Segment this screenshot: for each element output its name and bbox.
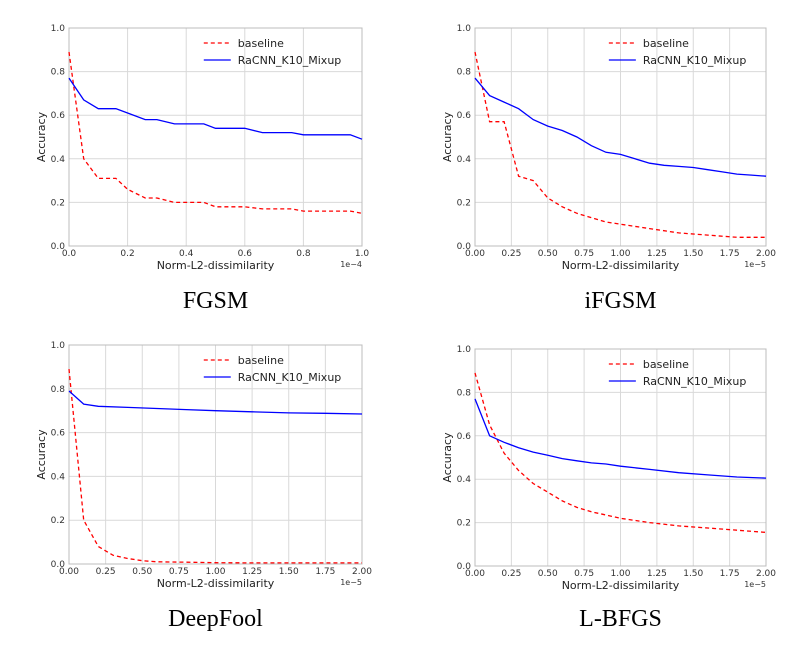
y-tick-label: 0.4 — [457, 475, 472, 485]
panel-caption: iFGSM — [584, 288, 656, 314]
y-tick-label: 0.6 — [457, 432, 472, 442]
y-tick-label: 0.8 — [457, 388, 472, 398]
x-tick-label: 0.25 — [501, 569, 521, 579]
x-tick-label: 0.8 — [296, 249, 311, 259]
y-tick-label: 0.4 — [51, 472, 66, 482]
series-line-baseline — [474, 372, 767, 534]
legend-label: baseline — [238, 37, 284, 50]
series-line-racnn-k10-mixup — [474, 77, 767, 177]
y-tick-label: 0.8 — [457, 68, 472, 78]
x-tick-label: 1.50 — [683, 569, 703, 579]
y-tick-label: 0.0 — [51, 560, 66, 570]
x-scale-factor: 1e−5 — [744, 260, 766, 269]
y-tick-label: 0.2 — [51, 198, 65, 208]
x-tick-label: 0.00 — [465, 249, 485, 259]
y-tick-label: 1.0 — [457, 345, 472, 355]
series-line-racnn-k10-mixup — [68, 390, 363, 415]
panel-caption: DeepFool — [168, 606, 263, 632]
x-tick-label: 0.00 — [465, 569, 485, 579]
x-tick-label: 0.50 — [538, 249, 558, 259]
y-axis-label: Accuracy — [441, 111, 454, 162]
x-tick-label: 0.4 — [179, 249, 194, 259]
y-axis-label: Accuracy — [441, 432, 454, 483]
y-tick-label: 0.2 — [457, 198, 471, 208]
x-tick-label: 1.75 — [720, 249, 740, 259]
x-tick-label: 1.50 — [683, 249, 703, 259]
y-tick-label: 0.2 — [457, 519, 471, 529]
y-tick-label: 0.0 — [51, 242, 66, 252]
y-tick-label: 1.0 — [51, 24, 66, 34]
x-tick-label: 1.00 — [205, 567, 225, 577]
legend-label: RaCNN_K10_Mixup — [643, 375, 747, 388]
y-tick-label: 0.8 — [51, 68, 66, 78]
series-line-baseline — [68, 51, 363, 214]
x-tick-label: 2.00 — [756, 569, 776, 579]
x-axis-label: Norm-L2-dissimilarity — [157, 577, 275, 590]
y-tick-label: 0.0 — [457, 562, 472, 572]
y-axis-label: Accuracy — [35, 429, 48, 480]
x-axis-label: Norm-L2-dissimilarity — [562, 579, 680, 592]
y-tick-label: 0.6 — [51, 111, 66, 121]
legend-label: baseline — [238, 354, 284, 367]
x-axis-label: Norm-L2-dissimilarity — [562, 259, 680, 272]
x-tick-label: 0.25 — [501, 249, 521, 259]
chart-panel-3: 0.00 0.25 0.50 0.75 1.00 1.25 1.50 1.75 2.00 0.0 0… — [441, 345, 776, 632]
y-tick-label: 0.4 — [51, 155, 66, 165]
x-tick-label: 0.0 — [62, 249, 77, 259]
series-line-racnn-k10-mixup — [474, 398, 767, 479]
x-scale-factor: 1e−4 — [340, 260, 362, 269]
x-tick-label: 1.25 — [647, 249, 667, 259]
x-tick-label: 0.50 — [538, 569, 558, 579]
series-line-baseline — [474, 51, 766, 238]
plot-frame — [68, 344, 363, 565]
x-tick-label: 0.75 — [574, 569, 594, 579]
x-tick-label: 1.25 — [242, 567, 262, 577]
x-tick-label: 0.75 — [169, 567, 189, 577]
y-tick-label: 0.6 — [457, 111, 472, 121]
x-tick-label: 0.25 — [96, 567, 116, 577]
x-tick-label: 1.00 — [610, 249, 630, 259]
plot-frame — [68, 27, 363, 247]
chart-panel-0: 0.0 0.2 0.4 0.6 0.8 1.0 0.0 0.2 0.4 0.6 0.8 1.0 Norm… — [35, 24, 369, 314]
x-tick-label: 0.6 — [238, 249, 253, 259]
x-tick-label: 1.00 — [610, 569, 630, 579]
x-tick-label: 0.00 — [59, 567, 79, 577]
x-tick-label: 1.75 — [720, 569, 740, 579]
x-tick-label: 1.50 — [279, 567, 299, 577]
plot-frame — [474, 348, 767, 567]
y-tick-label: 0.6 — [51, 429, 66, 439]
legend-label: RaCNN_K10_Mixup — [238, 54, 342, 67]
y-tick-label: 0.8 — [51, 385, 66, 395]
panel-caption: L-BFGS — [579, 606, 662, 632]
x-tick-label: 1.25 — [647, 569, 667, 579]
x-tick-label: 0.50 — [132, 567, 152, 577]
x-tick-label: 0.2 — [120, 249, 134, 259]
x-tick-label: 2.00 — [352, 567, 372, 577]
x-axis-label: Norm-L2-dissimilarity — [157, 259, 275, 272]
chart-panel-2: 0.00 0.25 0.50 0.75 1.00 1.25 1.50 1.75 2.00 0.0 0… — [35, 341, 372, 632]
x-scale-factor: 1e−5 — [340, 578, 362, 587]
legend-label: baseline — [643, 37, 689, 50]
x-tick-label: 1.75 — [315, 567, 335, 577]
chart-panel-1: 0.00 0.25 0.50 0.75 1.00 1.25 1.50 1.75 2.00 0.0 0… — [441, 24, 776, 314]
y-tick-label: 1.0 — [51, 341, 66, 351]
legend-label: RaCNN_K10_Mixup — [238, 371, 342, 384]
y-tick-label: 0.4 — [457, 155, 472, 165]
panel-caption: FGSM — [183, 288, 248, 314]
x-scale-factor: 1e−5 — [744, 580, 766, 589]
y-tick-label: 0.2 — [51, 516, 65, 526]
y-axis-label: Accuracy — [35, 111, 48, 162]
x-tick-label: 2.00 — [756, 249, 776, 259]
legend-label: baseline — [643, 358, 689, 371]
legend-label: RaCNN_K10_Mixup — [643, 54, 747, 67]
y-tick-label: 0.0 — [457, 242, 472, 252]
x-tick-label: 0.75 — [574, 249, 594, 259]
series-line-racnn-k10-mixup — [68, 77, 363, 140]
plot-frame — [474, 27, 767, 247]
y-tick-label: 1.0 — [457, 24, 472, 34]
x-tick-label: 1.0 — [355, 249, 370, 259]
